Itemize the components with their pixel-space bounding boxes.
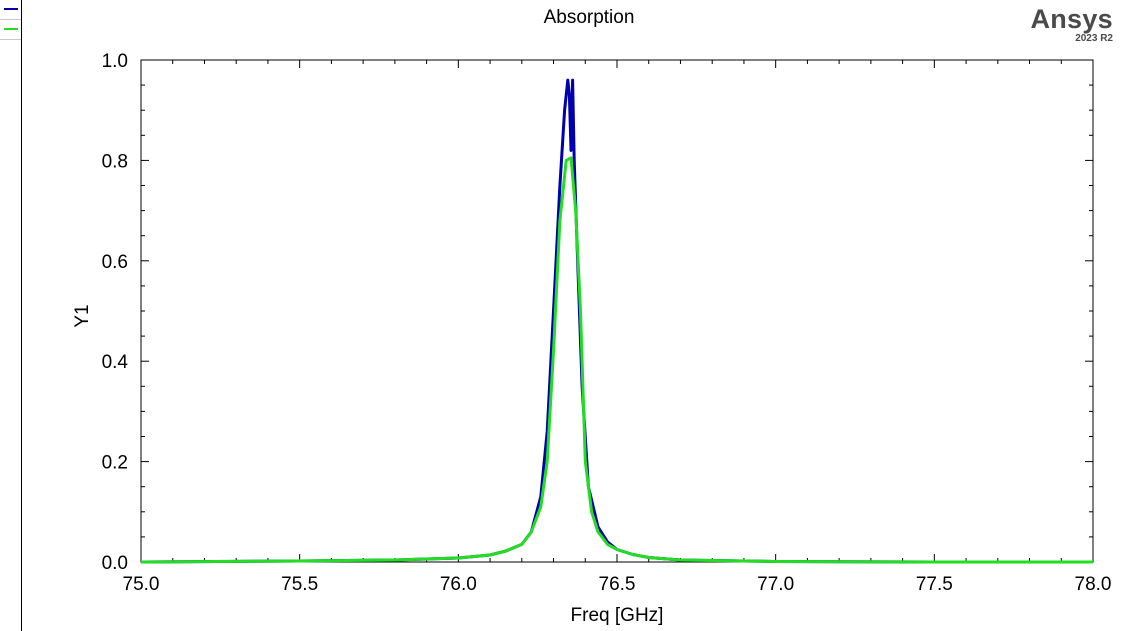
y-tick-label: 0.2 [102, 453, 128, 474]
y-tick-label: 1.0 [102, 51, 128, 72]
x-tick-label: 78.0 [1075, 574, 1112, 595]
legend-divider [0, 19, 21, 20]
brand-name: Ansys [1030, 4, 1113, 34]
ansys-logo: Ansys 2023 R2 [1030, 5, 1113, 44]
x-tick-label: 75.5 [281, 574, 318, 595]
legend-entry-series-2[interactable] [4, 24, 18, 34]
brand-version: 2023 R2 [1075, 33, 1113, 44]
y-tick-label: 0.0 [102, 553, 128, 574]
series-line-2 [140, 156, 1093, 564]
plot-area[interactable]: 75.0 75.5 76.0 76.5 77.0 77.5 78.0 0.0 0.2 0.4 0.6… [102, 51, 1112, 595]
x-tick-label: 75.0 [123, 574, 160, 595]
x-tick-label: 77.5 [916, 574, 953, 595]
legend-swatch-series-2 [4, 28, 18, 30]
legend-divider [0, 39, 21, 40]
y-tick-label: 0.4 [102, 352, 129, 373]
x-tick-label: 76.0 [440, 574, 477, 595]
legend-entry-series-1[interactable] [4, 4, 18, 14]
y-axis-label: Y1 [72, 304, 93, 327]
x-tick-label: 77.0 [757, 574, 794, 595]
y-tick-label: 0.8 [102, 151, 128, 172]
plot-frame [140, 59, 1094, 563]
legend-panel [0, 0, 22, 631]
x-axis-label: Freq [GHz] [571, 605, 664, 626]
legend-swatch-series-1 [4, 8, 18, 10]
chart-title: Absorption [544, 7, 635, 28]
y-tick-label: 0.6 [102, 252, 128, 273]
x-tick-label: 76.5 [599, 574, 636, 595]
